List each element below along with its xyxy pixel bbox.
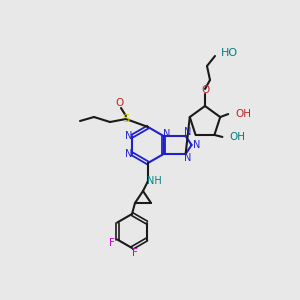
Text: O: O <box>116 98 124 108</box>
Text: NH: NH <box>147 176 161 186</box>
Text: S: S <box>122 114 130 124</box>
Text: N: N <box>125 149 132 159</box>
Text: N: N <box>184 127 191 137</box>
Text: N: N <box>125 131 132 141</box>
Text: F: F <box>109 238 115 248</box>
Text: OH: OH <box>235 109 251 119</box>
Text: O: O <box>201 85 209 95</box>
Text: F: F <box>132 248 138 258</box>
Text: HO: HO <box>221 48 238 58</box>
Text: N: N <box>184 153 191 163</box>
Text: N: N <box>193 140 200 150</box>
Text: OH: OH <box>230 132 245 142</box>
Text: N: N <box>163 129 170 139</box>
